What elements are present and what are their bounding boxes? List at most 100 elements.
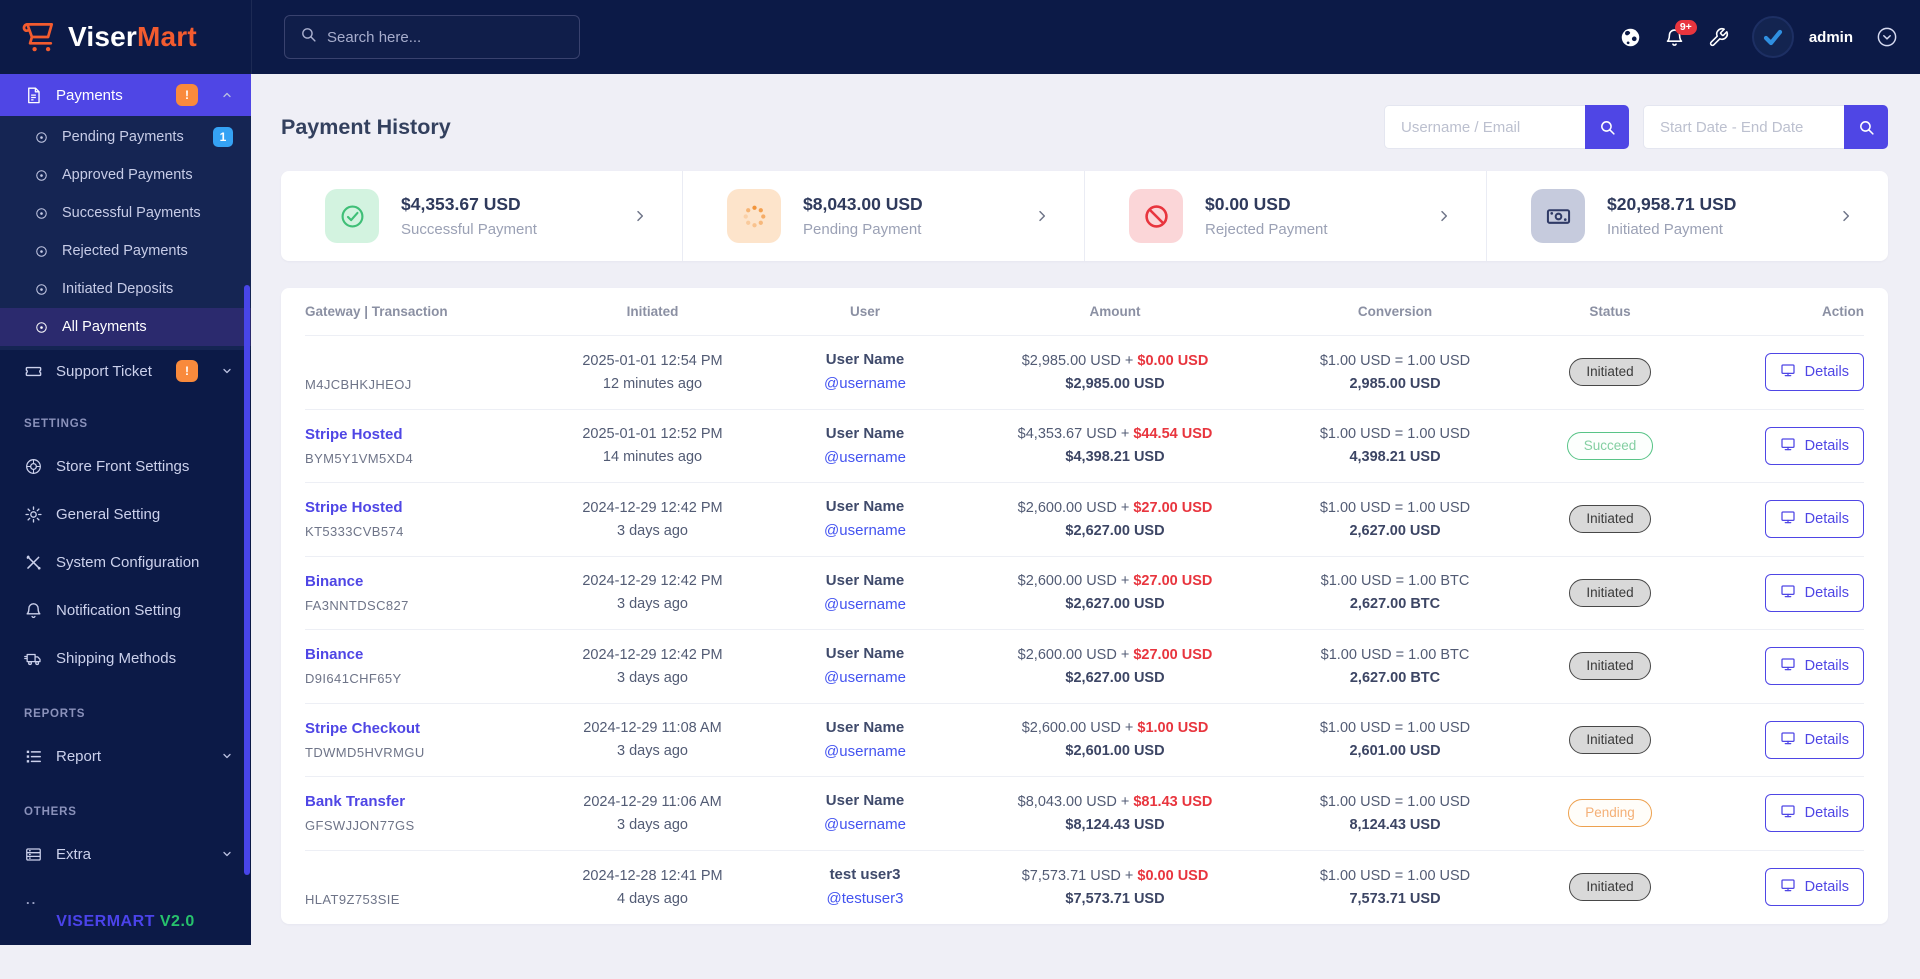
transaction-id: D9I641CHF65Y bbox=[305, 671, 402, 687]
notification-count-badge: 9+ bbox=[1674, 19, 1697, 35]
user-handle-link[interactable]: @username bbox=[824, 595, 906, 613]
user-handle-link[interactable]: @username bbox=[824, 816, 906, 834]
cell-status: Initiated bbox=[1530, 358, 1690, 387]
sidebar-heading: REPORTS bbox=[24, 708, 86, 720]
cell-initiated: 2024-12-29 11:08 AM 3 days ago bbox=[545, 720, 760, 759]
monitor-icon bbox=[1780, 803, 1796, 823]
sidebar-item-support-ticket[interactable]: Support Ticket! bbox=[0, 350, 251, 392]
table-row: Stripe Hosted BYM5Y1VM5XD4 2025-01-01 12… bbox=[305, 410, 1864, 483]
user-fullname: User Name bbox=[825, 792, 905, 810]
chevron-right-icon[interactable] bbox=[1436, 208, 1452, 224]
user-menu-chevron-icon[interactable] bbox=[1876, 26, 1898, 48]
sidebar-subitem-approved-payments[interactable]: Approved Payments bbox=[0, 156, 251, 194]
user-handle-link[interactable]: @username bbox=[824, 742, 906, 760]
sidebar-subitem-all-payments[interactable]: All Payments bbox=[0, 308, 251, 346]
amount-fee: $27.00 USD bbox=[1133, 499, 1213, 516]
sidebar-subitem-label: Initiated Deposits bbox=[62, 281, 174, 297]
user-handle-link[interactable]: @username bbox=[824, 448, 906, 466]
details-button[interactable]: Details bbox=[1764, 647, 1864, 686]
details-button[interactable]: Details bbox=[1764, 720, 1864, 759]
global-search[interactable] bbox=[284, 15, 580, 59]
details-button[interactable]: Details bbox=[1764, 573, 1864, 612]
user-handle-link[interactable]: @username bbox=[824, 522, 906, 540]
cell-amount: $2,600.00 USD + $27.00 USD $2,627.00 USD bbox=[970, 647, 1260, 686]
sidebar-nav: Payments! Pending Payments 1 Approved Pay… bbox=[0, 74, 251, 878]
gateway-link[interactable]: Stripe Checkout bbox=[305, 719, 421, 737]
conversion-total: 7,573.71 USD bbox=[1349, 890, 1441, 907]
language-globe-icon[interactable] bbox=[1620, 27, 1641, 48]
sidebar-subitem-pending-payments[interactable]: Pending Payments 1 bbox=[0, 118, 251, 156]
cell-amount: $2,600.00 USD + $27.00 USD $2,627.00 USD bbox=[970, 500, 1260, 539]
initiated-date: 2025-01-01 12:52 PM bbox=[582, 426, 723, 443]
user-avatar[interactable] bbox=[1751, 16, 1794, 58]
gateway-link[interactable]: Binance bbox=[305, 572, 364, 590]
transaction-id: KT5333CVB574 bbox=[305, 524, 404, 540]
cell-conversion: $1.00 USD = 1.00 USD 2,627.00 USD bbox=[1260, 500, 1530, 539]
sidebar-item-general-setting[interactable]: General Setting bbox=[0, 490, 251, 538]
sidebar-item-label: Support Ticket bbox=[56, 362, 152, 380]
gateway-link[interactable]: Stripe Hosted bbox=[305, 425, 403, 443]
details-button[interactable]: Details bbox=[1764, 794, 1864, 833]
amount-breakdown: $2,985.00 USD + $0.00 USD bbox=[1021, 352, 1209, 369]
notifications-bell-icon[interactable]: 9+ bbox=[1664, 19, 1697, 48]
sidebar-item-notification-setting[interactable]: Notification Setting bbox=[0, 586, 251, 634]
cart-logo-icon bbox=[20, 19, 60, 55]
gateway-link[interactable]: Bank Transfer bbox=[305, 793, 406, 811]
sidebar-item-system-configuration[interactable]: System Configuration bbox=[0, 538, 251, 586]
status-badge: Initiated bbox=[1569, 505, 1651, 534]
user-fullname: User Name bbox=[825, 571, 905, 589]
amount-breakdown: $7,573.71 USD + $0.00 USD bbox=[1021, 867, 1209, 884]
details-button[interactable]: Details bbox=[1764, 868, 1864, 907]
chevron-right-icon[interactable] bbox=[1838, 208, 1854, 224]
date-range-input[interactable] bbox=[1643, 105, 1844, 149]
pending-payment-card[interactable]: $8,043.00 USD Pending Payment bbox=[683, 171, 1085, 261]
cell-status: Pending bbox=[1530, 799, 1690, 828]
sidebar-subitem-successful-payments[interactable]: Successful Payments bbox=[0, 194, 251, 232]
brand-logo[interactable]: ViserMart bbox=[0, 0, 251, 74]
card-label: Pending Payment bbox=[803, 221, 922, 238]
sidebar-subitem-initiated-deposits[interactable]: Initiated Deposits bbox=[0, 270, 251, 308]
bell-icon bbox=[24, 601, 43, 620]
sidebar-item-store-front-settings[interactable]: Store Front Settings bbox=[0, 442, 251, 490]
global-search-input[interactable] bbox=[327, 28, 564, 46]
amount-total: $8,124.43 USD bbox=[1065, 816, 1165, 833]
amount-fee: $81.43 USD bbox=[1133, 793, 1213, 810]
cell-action: Details bbox=[1690, 573, 1864, 612]
rejected-payment-card[interactable]: $0.00 USD Rejected Payment bbox=[1085, 171, 1487, 261]
conversion-total: 2,985.00 USD bbox=[1349, 375, 1441, 392]
card-label: Initiated Payment bbox=[1607, 221, 1723, 238]
gateway-link[interactable]: Stripe Hosted bbox=[305, 499, 403, 517]
footer-brand: VISERMART V2.0 bbox=[56, 913, 195, 930]
user-handle-link[interactable]: @testuser3 bbox=[826, 890, 904, 908]
chevron-right-icon[interactable] bbox=[1034, 208, 1050, 224]
check-circle-icon bbox=[325, 189, 379, 243]
chevron-right-icon[interactable] bbox=[632, 208, 648, 224]
details-button[interactable]: Details bbox=[1764, 500, 1864, 539]
sidebar-item-payments[interactable]: Payments! bbox=[0, 74, 251, 116]
card-amount: $0.00 USD bbox=[1205, 194, 1291, 214]
user-filter-search-button[interactable] bbox=[1585, 105, 1629, 149]
cell-user: User Name @username bbox=[760, 572, 970, 614]
conversion-rate: $1.00 USD = 1.00 USD bbox=[1319, 352, 1471, 369]
sidebar-subitem-rejected-payments[interactable]: Rejected Payments bbox=[0, 232, 251, 270]
sidebar-item-report[interactable]: Report bbox=[0, 732, 251, 780]
card-amount: $4,353.67 USD bbox=[401, 194, 521, 214]
gateway-link[interactable]: Binance bbox=[305, 646, 364, 664]
table-row: Binance FA3NNTDSC827 2024-12-29 12:42 PM… bbox=[305, 557, 1864, 630]
sidebar-item-shipping-methods[interactable]: Shipping Methods bbox=[0, 634, 251, 682]
cell-initiated: 2024-12-29 12:42 PM 3 days ago bbox=[545, 573, 760, 612]
date-filter-search-button[interactable] bbox=[1844, 105, 1888, 149]
amount-breakdown: $8,043.00 USD + $81.43 USD bbox=[1017, 793, 1213, 810]
settings-wrench-icon[interactable] bbox=[1708, 27, 1729, 48]
user-handle-link[interactable]: @username bbox=[824, 669, 906, 687]
username-email-input[interactable] bbox=[1384, 105, 1585, 149]
sidebar-scrollbar[interactable] bbox=[244, 285, 250, 875]
sidebar-item-label: Store Front Settings bbox=[56, 457, 190, 475]
initiated-payment-card[interactable]: $20,958.71 USD Initiated Payment bbox=[1487, 171, 1888, 261]
sidebar-item-extra[interactable]: Extra bbox=[0, 830, 251, 878]
details-button[interactable]: Details bbox=[1764, 426, 1864, 465]
conversion-rate: $1.00 USD = 1.00 USD bbox=[1319, 793, 1471, 810]
successful-payment-card[interactable]: $4,353.67 USD Successful Payment bbox=[281, 171, 683, 261]
details-button[interactable]: Details bbox=[1764, 353, 1864, 392]
user-handle-link[interactable]: @username bbox=[824, 375, 906, 393]
